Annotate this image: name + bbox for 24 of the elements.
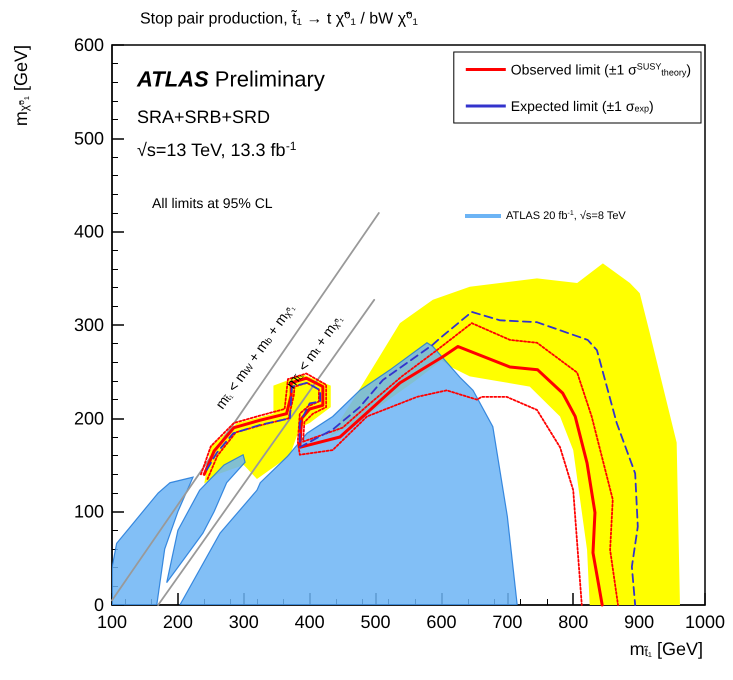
y-tick-label: 600 bbox=[74, 35, 104, 55]
annotation: All limits at 95% CL bbox=[152, 195, 273, 211]
x-tick-label: 200 bbox=[162, 612, 193, 632]
y-tick-label: 500 bbox=[74, 128, 104, 148]
y-tick-label: 300 bbox=[74, 315, 104, 335]
y-tick-label: 400 bbox=[74, 222, 104, 242]
y-tick-label: 100 bbox=[74, 502, 104, 522]
y-tick-label: 200 bbox=[74, 408, 104, 428]
chart-title: Stop pair production, t̃₁ → t χ̃⁰₁ / bW χ̃⁰₁ bbox=[140, 9, 418, 28]
x-tick-label: 800 bbox=[558, 612, 588, 632]
x-tick-label: 700 bbox=[492, 612, 522, 632]
legend-label: Expected limit (±1 σexp) bbox=[510, 98, 654, 114]
y-axis-title: mχ̃⁰₁ [GeV] bbox=[11, 44, 31, 126]
x-tick-label: 600 bbox=[426, 612, 456, 632]
y-tick-label: 0 bbox=[94, 595, 104, 615]
x-tick-label: 300 bbox=[228, 612, 259, 632]
annotation: SRA+SRB+SRD bbox=[137, 107, 270, 127]
annotation: ATLAS Preliminary bbox=[136, 66, 325, 92]
x-tick-label: 900 bbox=[624, 612, 654, 632]
x-tick-label: 400 bbox=[294, 612, 325, 632]
x-tick-label: 100 bbox=[96, 612, 128, 632]
x-axis-title: mt̃₁ [GeV] bbox=[630, 639, 704, 659]
x-tick-label: 1000 bbox=[684, 612, 726, 632]
x-tick-label: 500 bbox=[360, 612, 391, 632]
